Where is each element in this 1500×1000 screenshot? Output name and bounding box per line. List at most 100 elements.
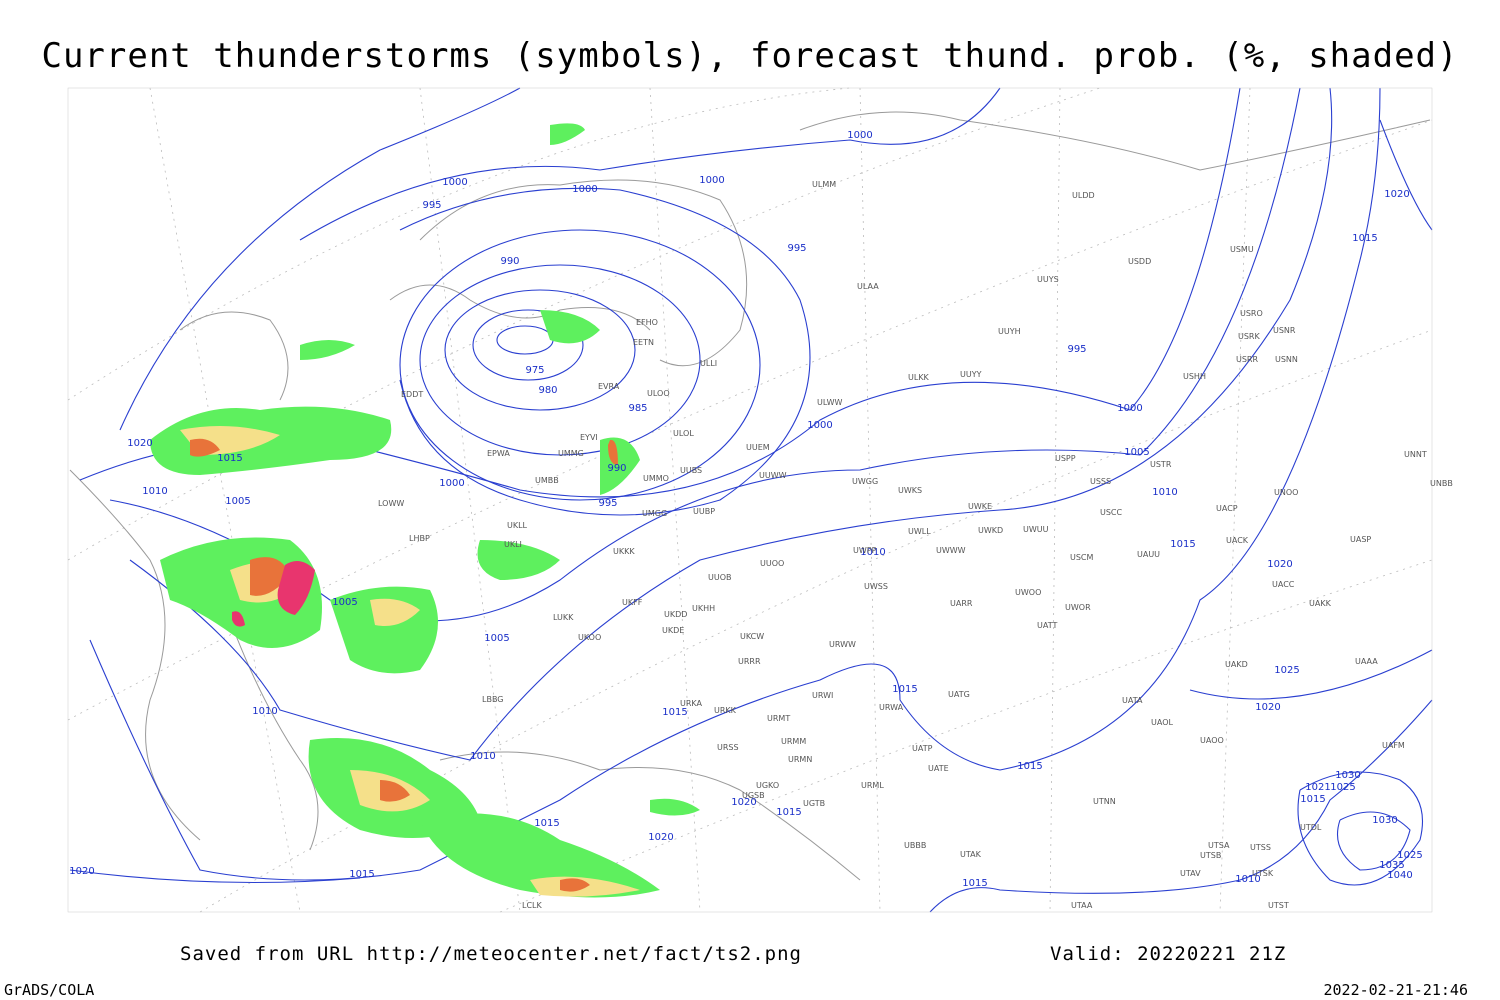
station-label: USCM (1070, 553, 1094, 562)
isobar-label: 1005 (332, 597, 357, 608)
isobar-label: 1030 (1335, 770, 1360, 781)
station-label: UWGG (852, 477, 878, 486)
station-label: UACC (1272, 580, 1295, 589)
credit: GrADS/COLA (4, 981, 94, 999)
isobar-label: 1015 (776, 807, 801, 818)
station-label: UUYS (1037, 275, 1059, 284)
station-label: ULLI (700, 359, 717, 368)
station-label: UKLI (504, 540, 522, 549)
station-label: LBBG (482, 695, 504, 704)
isobar-label: 1020 (731, 797, 756, 808)
source-url: Saved from URL http://meteocenter.net/fa… (180, 943, 802, 965)
isobar-label: 1035 (1379, 860, 1404, 871)
station-label: URKK (714, 706, 737, 715)
isobar-label: 1015 (1170, 539, 1195, 550)
isobar-label: 995 (598, 498, 617, 509)
station-label: UAKD (1225, 660, 1248, 669)
station-label: ULDD (1072, 191, 1095, 200)
station-label: UNOO (1274, 488, 1298, 497)
map-title: Current thunderstorms (symbols), forecas… (41, 36, 1458, 76)
isobar-label: 1000 (1117, 403, 1142, 414)
isobar-label: 1025 (1330, 782, 1355, 793)
station-label: USRR (1236, 355, 1258, 364)
probability-shading (150, 123, 700, 898)
station-label: UUYY (960, 370, 982, 379)
station-label: ULWW (817, 398, 842, 407)
isobar-label: 1020 (69, 866, 94, 877)
station-label: UTNN (1093, 797, 1116, 806)
station-label: UMBB (535, 476, 559, 485)
station-label: UMGG (642, 509, 667, 518)
station-label: LCLK (522, 901, 543, 910)
station-label: USDD (1128, 257, 1151, 266)
station-label: UMMO (643, 474, 669, 483)
station-label: USNR (1273, 326, 1296, 335)
station-label: ULMM (812, 180, 836, 189)
station-label: URWA (879, 703, 904, 712)
station-label: UKCW (740, 632, 764, 641)
station-label: UKDE (662, 626, 684, 635)
station-label: URRR (738, 657, 761, 666)
station-label: URKA (680, 699, 703, 708)
station-label: UWUU (1023, 525, 1049, 534)
station-label: URMT (767, 714, 790, 723)
station-label: UASP (1350, 535, 1371, 544)
isobar-label: 1030 (1372, 815, 1397, 826)
isobar-label: 1025 (1397, 850, 1422, 861)
station-label: URML (861, 781, 884, 790)
isobar-label: 1020 (648, 832, 673, 843)
station-label: UATA (1122, 696, 1143, 705)
station-label: URMM (781, 737, 806, 746)
isobar-label: 1015 (892, 684, 917, 695)
station-label: EYVI (580, 433, 598, 442)
station-label: UAOO (1200, 736, 1224, 745)
isobar-label: 1010 (1235, 874, 1260, 885)
isobar-label: 1000 (572, 184, 597, 195)
isobar-label: 1000 (442, 177, 467, 188)
station-label: LHBP (409, 534, 430, 543)
station-label: UATT (1037, 621, 1057, 630)
station-label: UARR (950, 599, 973, 608)
isobar-label: 1005 (1124, 447, 1149, 458)
isobar-label: 1015 (217, 453, 242, 464)
station-label: UMMG (558, 449, 584, 458)
station-label: URWI (812, 691, 833, 700)
station-label: UKHH (692, 604, 715, 613)
station-label: UWOR (1065, 603, 1091, 612)
isobar-label: 995 (422, 200, 441, 211)
isobar-label: 1000 (807, 420, 832, 431)
station-label: UBBB (904, 841, 926, 850)
station-label: UTAA (1071, 901, 1093, 910)
station-label: EDDT (401, 390, 423, 399)
station-label: URSS (717, 743, 739, 752)
station-label: USNN (1275, 355, 1298, 364)
station-label: UATG (948, 690, 970, 699)
station-label: EETN (633, 338, 654, 347)
isobar-label: 990 (500, 256, 519, 267)
station-label: UUBP (693, 507, 715, 516)
station-label: UWOO (1015, 588, 1041, 597)
station-label: UGSB (742, 791, 765, 800)
isobar-label: 1015 (349, 869, 374, 880)
station-label: UACP (1216, 504, 1238, 513)
station-label: UTAK (960, 850, 982, 859)
isobar-label: 1000 (847, 130, 872, 141)
isobar-label: 995 (787, 243, 806, 254)
station-label: UTSB (1200, 851, 1221, 860)
station-label: UAOL (1151, 718, 1173, 727)
map-layout (67, 87, 1433, 913)
station-label: UWPP (853, 546, 877, 555)
station-label: USPP (1055, 454, 1076, 463)
station-label: UKLL (507, 521, 528, 530)
isobar-label: 1015 (1352, 233, 1377, 244)
isobar-label: 990 (607, 463, 626, 474)
station-label: UTSK (1252, 869, 1274, 878)
station-label: UKKK (613, 547, 635, 556)
station-label: UWKD (978, 526, 1003, 535)
station-label: UAUU (1137, 550, 1160, 559)
isobar-label: 1015 (534, 818, 559, 829)
station-label: UUWW (759, 471, 787, 480)
station-label: USSS (1090, 477, 1111, 486)
station-label: URMN (788, 755, 812, 764)
